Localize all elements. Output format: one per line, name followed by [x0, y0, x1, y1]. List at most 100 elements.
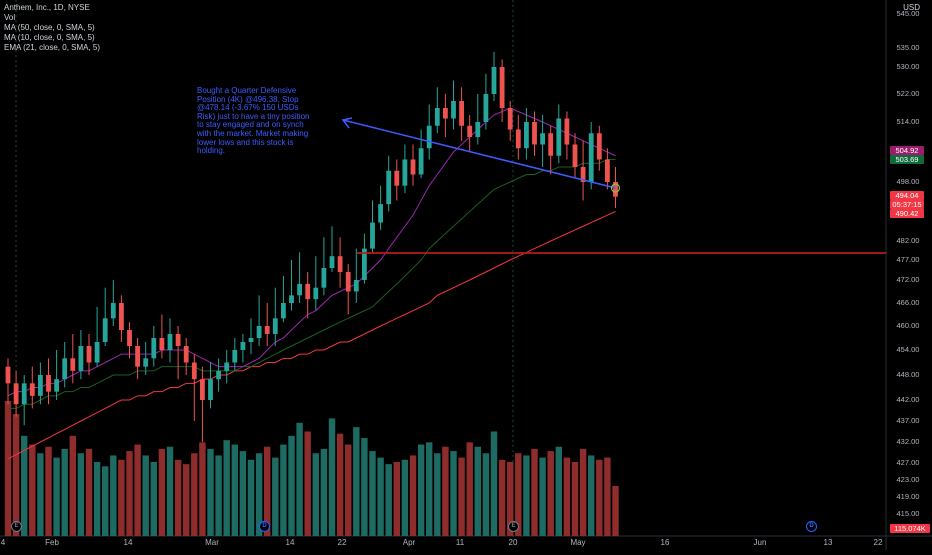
- volume-bar: [85, 448, 93, 536]
- volume-bar: [207, 448, 214, 536]
- price-axis-label: 498.00: [896, 177, 920, 186]
- volume-bars: [4, 401, 619, 536]
- trend-arrow: [342, 119, 616, 189]
- legend-symbol[interactable]: Anthem, Inc., 1D, NYSE: [4, 3, 90, 12]
- volume-bar: [158, 448, 166, 536]
- volume-bar: [604, 457, 611, 536]
- legend-ma50[interactable]: MA (50, close, 0, SMA, 5): [4, 23, 95, 32]
- volume-bar: [21, 435, 28, 536]
- candle-body: [78, 346, 84, 371]
- price-axis-label: 466.00: [896, 298, 920, 307]
- price-axis-label: 482.00: [896, 236, 920, 245]
- volume-bar: [377, 457, 384, 536]
- trade-note[interactable]: Bought a Quarter Defensive Position (4K)…: [197, 86, 310, 156]
- volume-bar: [166, 446, 174, 536]
- price-tag: 503.69: [890, 155, 924, 164]
- candle-body: [216, 370, 221, 380]
- volume-bar: [466, 442, 473, 536]
- volume-bar: [507, 461, 514, 536]
- candle-body: [272, 318, 278, 334]
- candle-body: [564, 118, 570, 145]
- earnings-marker-icon[interactable]: E: [11, 521, 22, 532]
- candle-body: [305, 283, 311, 300]
- volume-bar: [450, 451, 457, 536]
- volume-bar: [239, 451, 247, 536]
- volume-bar: [588, 455, 595, 536]
- price-axis-label: 460.00: [896, 321, 920, 330]
- earnings-marker-icon[interactable]: E: [508, 521, 519, 532]
- candle-body: [127, 330, 132, 346]
- volume-bar: [369, 451, 376, 536]
- volume-bar: [304, 431, 311, 536]
- volume-bar: [53, 457, 60, 536]
- price-axis-label: 432.00: [896, 437, 920, 446]
- currency-label[interactable]: USD: [903, 3, 920, 12]
- candle-body: [556, 118, 562, 156]
- time-axis-label: Mar: [205, 538, 219, 547]
- time-axis-label: 11: [455, 538, 465, 547]
- candle-body: [378, 204, 383, 223]
- candle-body: [507, 108, 513, 130]
- candle-body: [402, 159, 408, 186]
- candle-body: [167, 334, 173, 350]
- price-axis-label: 530.00: [896, 62, 920, 71]
- volume-bar: [563, 457, 571, 536]
- volume-bar: [579, 448, 587, 536]
- candle-body: [451, 101, 456, 119]
- arrow-head: [341, 117, 353, 129]
- candle-body: [410, 159, 416, 175]
- candle-body: [281, 303, 286, 319]
- candle-body: [524, 122, 529, 149]
- candle-body: [297, 283, 302, 296]
- volume-bar: [93, 461, 101, 536]
- volume-bar: [409, 455, 417, 536]
- time-axis-label: 14: [285, 538, 295, 547]
- candle-body: [70, 358, 76, 371]
- price-axis-label: 535.00: [896, 43, 920, 52]
- candle-body: [613, 182, 618, 197]
- volume-bar: [223, 440, 230, 536]
- candle-body: [143, 358, 149, 367]
- price-axis-label: 545.00: [896, 9, 920, 18]
- drawings[interactable]: [341, 117, 886, 254]
- candle-body: [46, 375, 51, 392]
- price-tag: 490.42: [890, 209, 924, 218]
- volume-bar: [255, 453, 263, 536]
- ma10-line: [7, 107, 616, 397]
- volume-bar: [134, 444, 141, 536]
- candle-body: [54, 379, 59, 392]
- candle-body: [5, 366, 11, 384]
- candle-body: [426, 125, 432, 149]
- candle-body: [13, 383, 19, 405]
- price-axis-label: 442.00: [896, 395, 920, 404]
- volume-bar: [361, 438, 368, 536]
- volume-bar: [29, 444, 36, 536]
- volume-bar: [312, 453, 319, 536]
- candle-body: [240, 342, 246, 350]
- candle-body: [540, 133, 545, 145]
- entry-circle: [610, 183, 621, 193]
- candle-body: [175, 334, 181, 346]
- time-axis-label: 16: [660, 538, 670, 547]
- candle-body: [264, 326, 270, 334]
- volume-bar: [426, 442, 433, 536]
- legend-ema21[interactable]: EMA (21, close, 0, SMA, 5): [4, 43, 101, 52]
- volume-bar: [596, 459, 603, 536]
- candle-body: [459, 101, 464, 126]
- candle-body: [394, 170, 400, 186]
- legend-ma10[interactable]: MA (10, close, 0, SMA, 5): [4, 33, 95, 42]
- price-tag: 494.04: [890, 191, 924, 200]
- candle-body: [200, 379, 205, 400]
- dividend-marker-icon[interactable]: D: [259, 521, 270, 532]
- candle-body: [183, 346, 189, 363]
- candle-body: [386, 170, 392, 205]
- volume-bar: [474, 446, 481, 536]
- time-axis-label: 4: [0, 538, 6, 547]
- legend-volume[interactable]: Vol: [4, 13, 16, 22]
- dividend-marker-icon[interactable]: D: [806, 521, 817, 532]
- price-tag: 504.92: [890, 146, 924, 155]
- candle-body: [119, 303, 124, 330]
- volume-bar: [231, 444, 238, 536]
